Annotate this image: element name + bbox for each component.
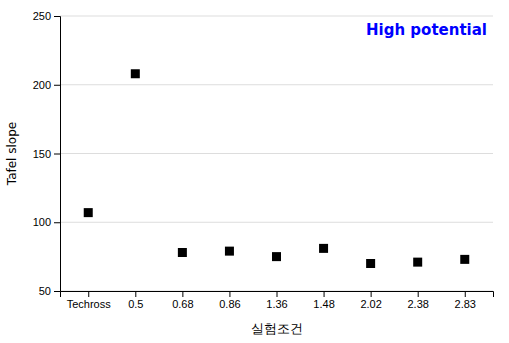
- x-tick: 2.38: [407, 291, 428, 310]
- x-tick-mark: [418, 291, 419, 297]
- y-axis-title: Tafel slope: [5, 122, 19, 186]
- point: [225, 247, 234, 256]
- y-tick: 50: [39, 285, 60, 297]
- grid-line: [60, 153, 493, 154]
- x-axis-line: [61, 292, 494, 298]
- x-tick: 2.83: [455, 291, 476, 310]
- x-tick: 0.5: [128, 291, 143, 310]
- point: [460, 255, 469, 264]
- x-axis: Techross 0.5 0.68 0.86 1.36 1.48 2.02 2.38 2.83: [61, 291, 494, 310]
- y-tick-mark: [54, 291, 60, 292]
- x-tick-mark: [229, 291, 230, 297]
- x-tick-label: 1.48: [313, 298, 334, 310]
- grid-line: [60, 16, 493, 17]
- x-tick: 1.36: [266, 291, 287, 310]
- chart: 50 100 150 200 250 Techross 0.5 0.68 0.86 1.36 1.4…: [0, 0, 509, 343]
- x-tick: 1.48: [313, 291, 334, 310]
- y-tick: 150: [33, 148, 60, 160]
- x-tick-label: 2.83: [455, 298, 476, 310]
- x-tick-label: 2.02: [360, 298, 381, 310]
- y-tick-label: 100: [33, 216, 51, 228]
- y-tick-label: 150: [33, 148, 51, 160]
- y-tick-label: 200: [33, 79, 51, 91]
- grid-line: [60, 222, 493, 223]
- annotation: High potential: [366, 21, 487, 39]
- point: [319, 244, 328, 253]
- y-tick: 250: [33, 10, 60, 22]
- x-tick-label: Techross: [67, 298, 112, 310]
- grid: [60, 16, 493, 291]
- x-tick: 0.86: [219, 291, 240, 310]
- point: [272, 252, 281, 261]
- x-tick-label: 0.68: [172, 298, 193, 310]
- grid-line: [60, 84, 493, 85]
- y-tick-label: 250: [33, 10, 51, 22]
- y-axis: 50 100 150 200 250: [33, 10, 61, 297]
- x-tick-mark: [182, 291, 183, 297]
- x-tick-label: 0.86: [219, 298, 240, 310]
- x-tick-mark: [324, 291, 325, 297]
- y-tick: 200: [33, 79, 60, 91]
- x-tick-mark: [277, 291, 278, 297]
- x-tick-mark: [135, 291, 136, 297]
- y-tick-mark: [54, 222, 60, 223]
- x-axis-title: 실험조건: [251, 321, 303, 336]
- y-tick-mark: [54, 154, 60, 155]
- x-tick-label: 2.38: [407, 298, 428, 310]
- x-tick: 2.02: [360, 291, 381, 310]
- x-tick-label: 1.36: [266, 298, 287, 310]
- y-axis-line: [54, 17, 61, 292]
- y-tick-label: 50: [39, 285, 51, 297]
- point: [178, 248, 187, 257]
- y-tick: 100: [33, 216, 60, 228]
- point: [413, 258, 422, 267]
- points: [84, 69, 470, 268]
- x-tick: 0.68: [172, 291, 193, 310]
- x-tick-mark: [88, 291, 89, 297]
- y-tick-mark: [54, 85, 60, 86]
- x-tick-mark: [465, 291, 466, 297]
- point: [366, 259, 375, 268]
- point: [84, 208, 93, 217]
- point: [131, 69, 140, 78]
- x-tick: Techross: [67, 291, 112, 310]
- plot: 50 100 150 200 250 Techross 0.5 0.68 0.86 1.36 1.4…: [33, 10, 494, 310]
- x-tick-label: 0.5: [128, 298, 143, 310]
- y-tick-mark: [54, 16, 60, 17]
- x-tick-mark: [371, 291, 372, 297]
